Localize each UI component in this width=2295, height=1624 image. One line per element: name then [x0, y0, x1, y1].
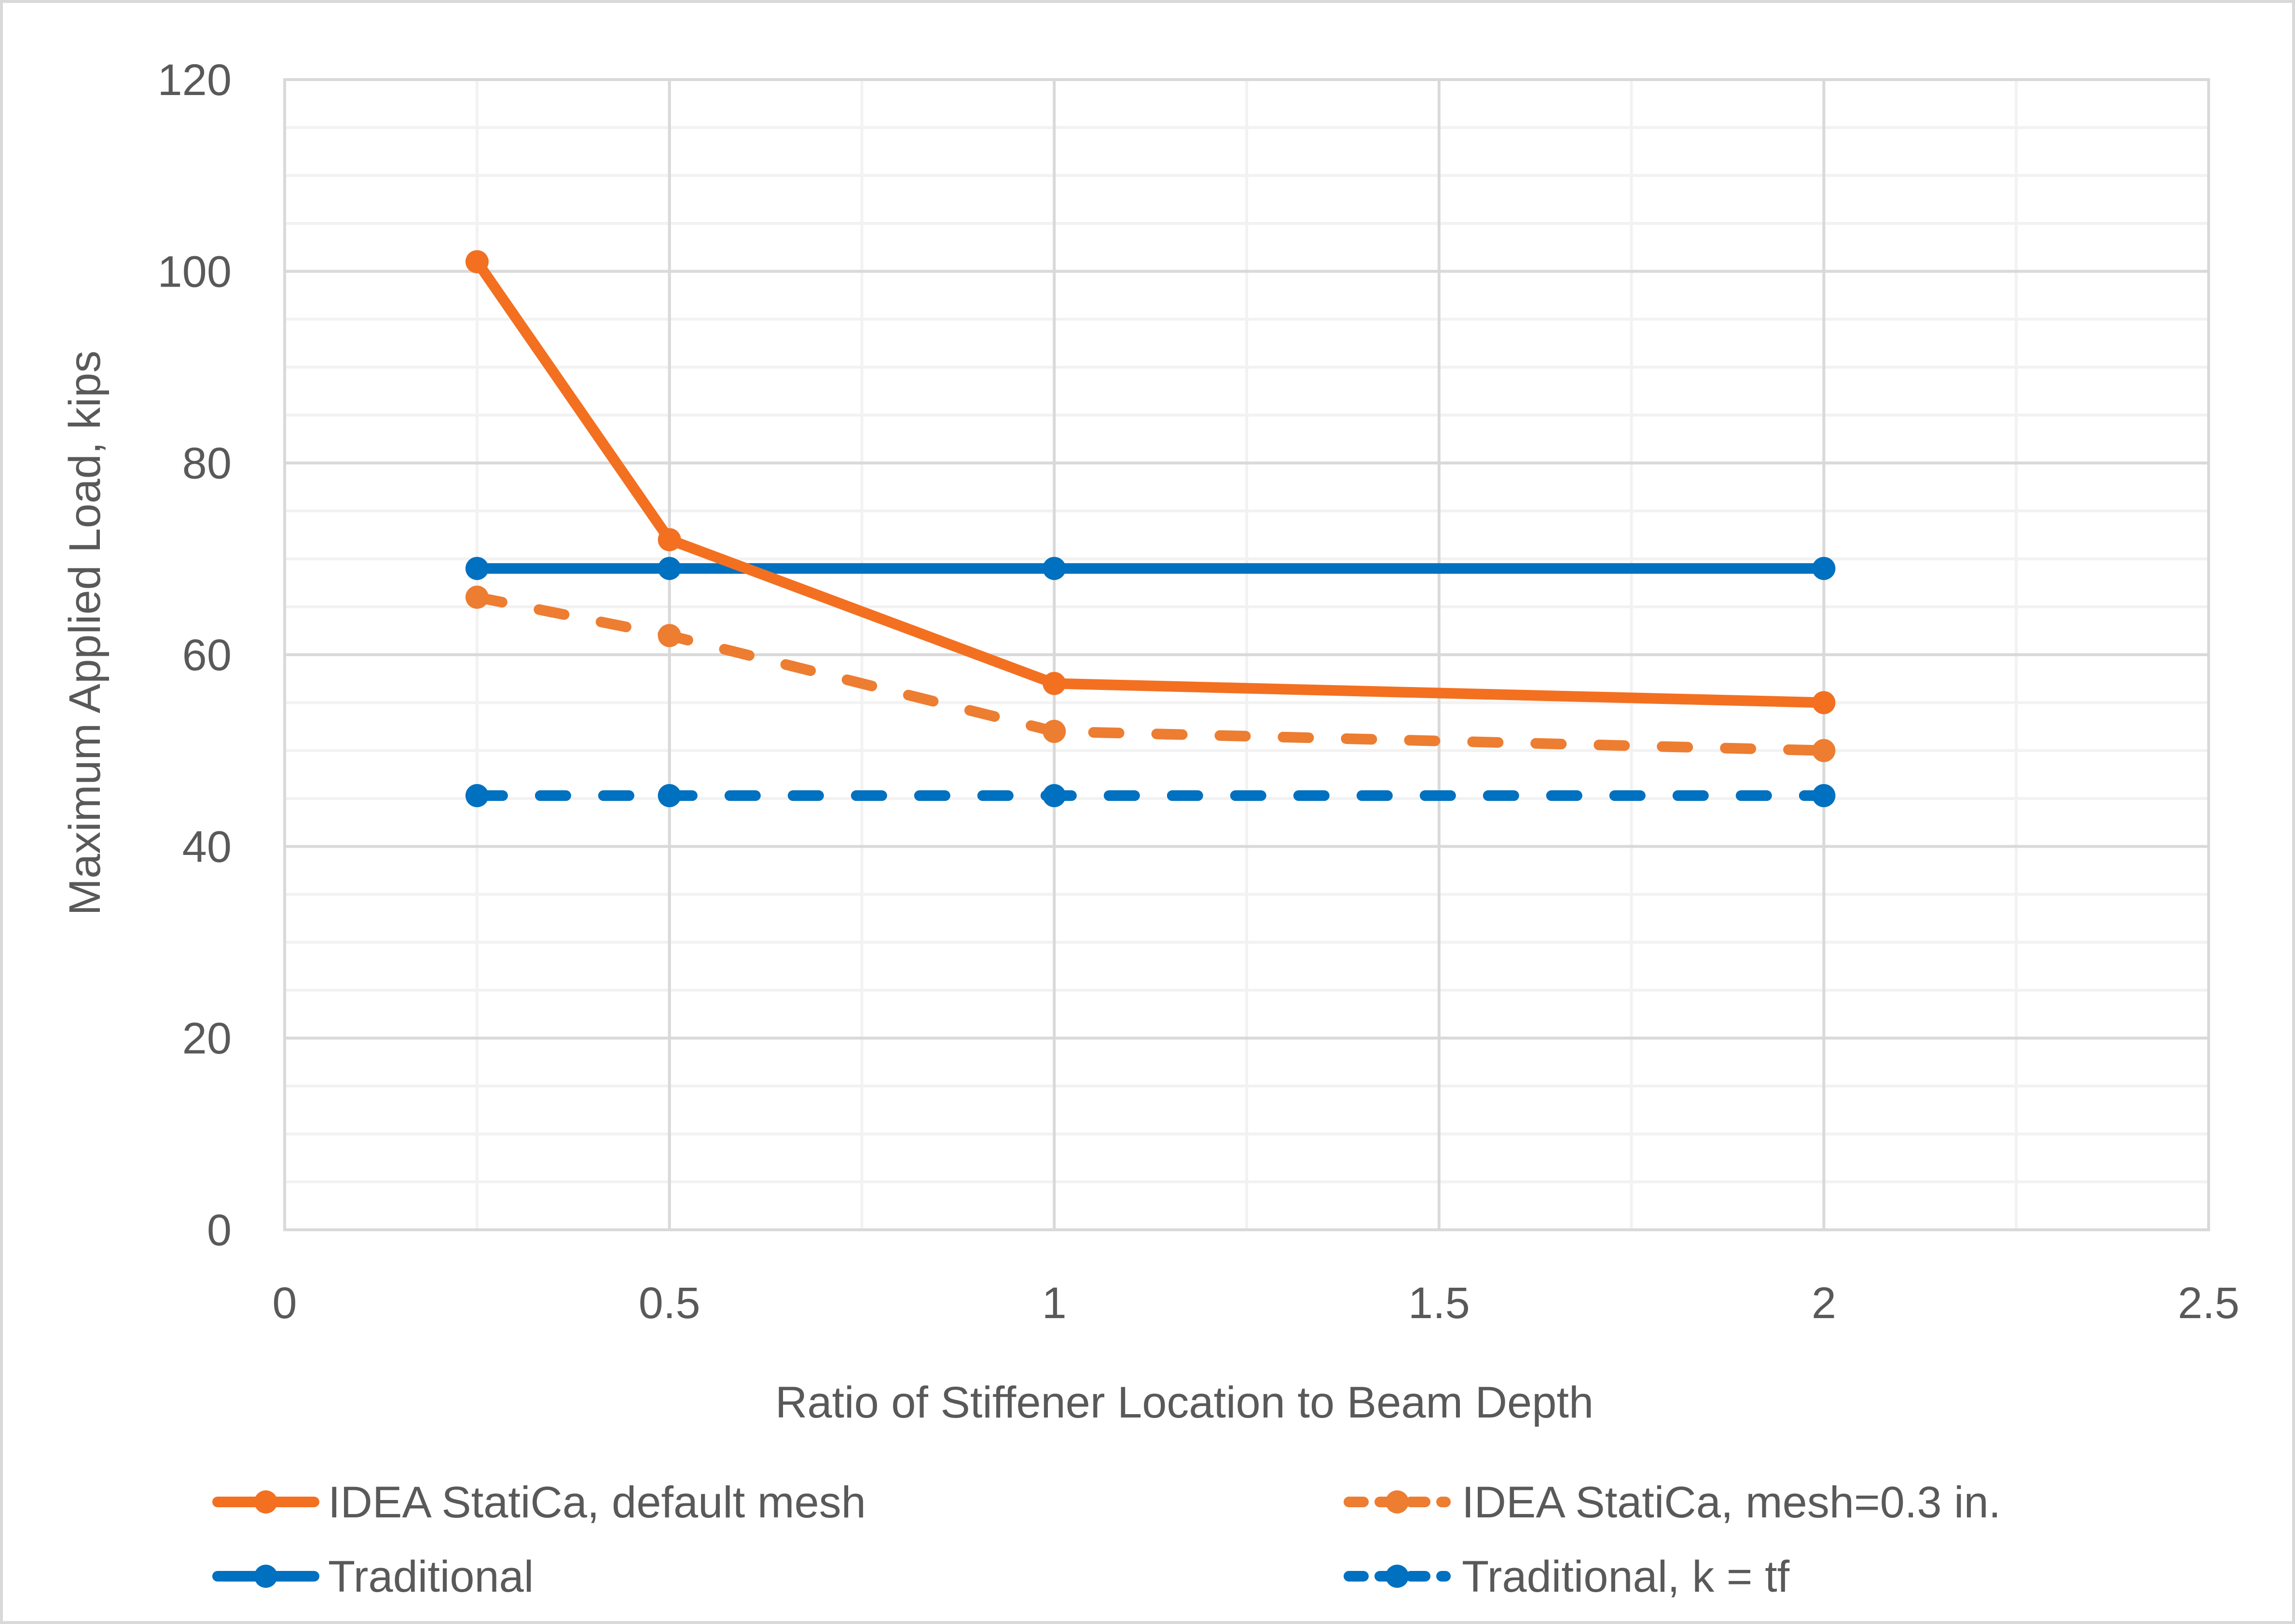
y-tick-label: 40 — [182, 822, 232, 871]
series-1 — [465, 585, 1836, 762]
x-tick-label: 1 — [1042, 1279, 1067, 1328]
data-point — [1043, 557, 1066, 580]
legend-label: IDEA StatiCa, default mesh — [328, 1478, 866, 1527]
legend-marker-icon — [1386, 1565, 1409, 1588]
y-tick-label: 120 — [158, 55, 232, 105]
legend-label: Traditional — [328, 1552, 534, 1601]
legend-marker-icon — [254, 1490, 277, 1514]
legend-label: Traditional, k = tf — [1462, 1552, 1790, 1601]
legend: IDEA StatiCa, default mesh IDEA StatiCa, … — [212, 1478, 2001, 1601]
y-tick-label: 100 — [158, 247, 232, 296]
data-point — [1812, 691, 1836, 715]
legend-marker-icon — [1386, 1490, 1409, 1514]
x-tick-label: 2 — [1812, 1279, 1836, 1328]
legend-marker-icon — [254, 1565, 277, 1588]
data-point — [465, 585, 489, 609]
x-tick-label: 2.5 — [2178, 1279, 2240, 1328]
x-tick-label: 0 — [272, 1279, 297, 1328]
data-point — [1043, 719, 1066, 743]
legend-label: IDEA StatiCa, mesh=0.3 in. — [1462, 1478, 2001, 1527]
data-point — [465, 557, 489, 580]
legend-item: Traditional — [212, 1552, 534, 1601]
x-tick-label: 0.5 — [639, 1279, 701, 1328]
y-tick-label: 80 — [182, 439, 232, 488]
legend-item: IDEA StatiCa, default mesh — [212, 1478, 866, 1527]
x-tick-label: 1.5 — [1408, 1279, 1470, 1328]
data-point — [658, 528, 681, 551]
series-2 — [465, 557, 1836, 580]
data-point — [465, 250, 489, 274]
data-point — [465, 784, 489, 808]
data-point — [1812, 784, 1836, 808]
x-axis-ticks: 0 0.5 1 1.5 2 2.5 — [272, 1279, 2240, 1328]
series-0 — [465, 250, 1836, 715]
x-axis-title: Ratio of Stiffener Location to Beam Dept… — [775, 1378, 1594, 1427]
data-point — [1043, 784, 1066, 808]
plot-area-border — [283, 78, 2210, 1231]
legend-item: Traditional, k = tf — [1344, 1552, 1790, 1601]
data-point — [1812, 739, 1836, 762]
data-point — [658, 784, 681, 808]
data-point — [658, 624, 681, 647]
data-point — [1043, 672, 1066, 695]
data-point — [1812, 557, 1836, 580]
series-line — [471, 592, 1829, 756]
series-3 — [465, 784, 1836, 808]
y-axis-title: Maximum Applied Load, kips — [60, 350, 110, 915]
y-tick-label: 60 — [182, 631, 232, 680]
series-line — [471, 256, 1829, 708]
data-point — [658, 557, 681, 580]
y-axis-ticks: 0 20 40 60 80 100 120 — [158, 55, 232, 1255]
y-tick-label: 0 — [207, 1206, 232, 1255]
series-layer — [465, 250, 1836, 808]
y-tick-label: 20 — [182, 1014, 232, 1063]
legend-item: IDEA StatiCa, mesh=0.3 in. — [1344, 1478, 2001, 1527]
